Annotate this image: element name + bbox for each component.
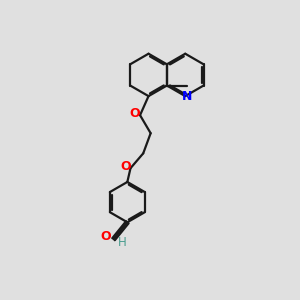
Text: H: H (117, 236, 126, 249)
Text: O: O (120, 160, 130, 173)
Text: N: N (182, 90, 192, 103)
Text: O: O (129, 107, 140, 120)
Text: O: O (100, 230, 111, 243)
